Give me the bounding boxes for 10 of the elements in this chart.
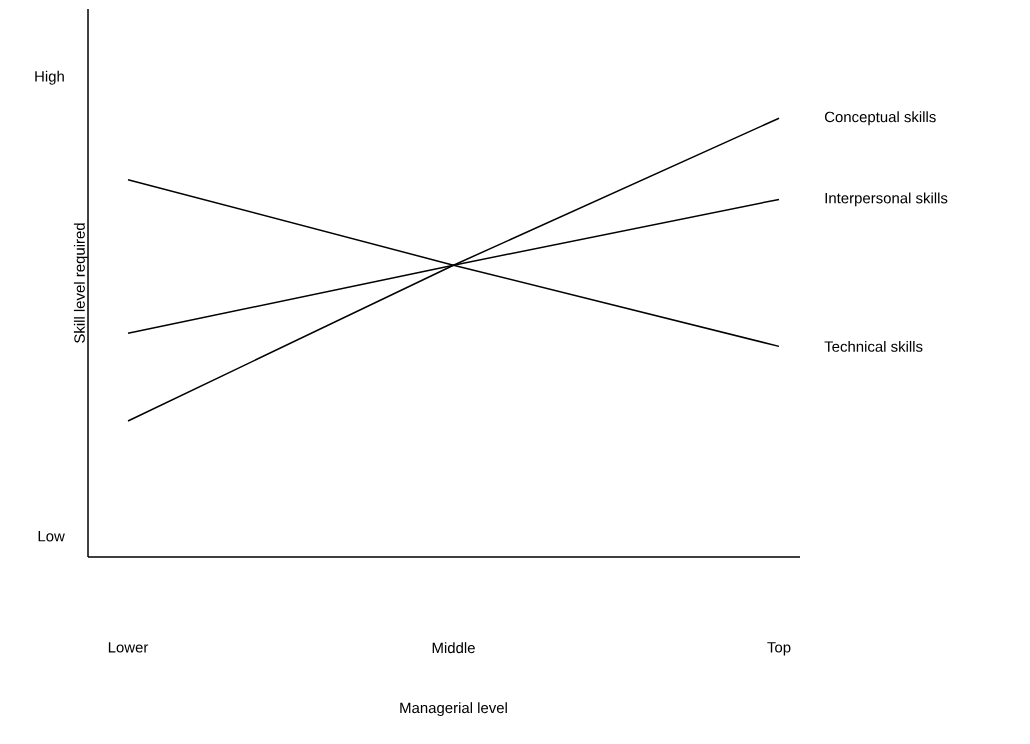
- x-tick-label: Middle: [432, 642, 475, 654]
- text: High: [35, 70, 64, 85]
- x-tick-label: Top: [767, 642, 791, 656]
- text: Technical skills: [824, 340, 923, 352]
- text: Managerial level: [400, 702, 507, 717]
- text: Interpersonal skills: [825, 192, 948, 207]
- text: Conceptual skills: [824, 111, 936, 126]
- y-axis-title: Skill level required: [73, 223, 88, 343]
- x-tick-label: Lower: [108, 642, 149, 653]
- text: Low: [38, 531, 65, 542]
